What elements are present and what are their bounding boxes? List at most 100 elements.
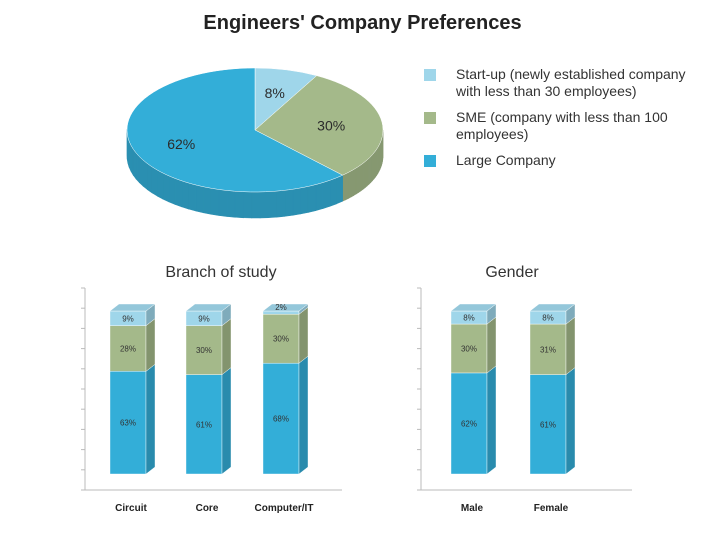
- pie-side-large: [130, 144, 134, 177]
- pie-side-large: [168, 175, 176, 205]
- pie-side-sme: [350, 169, 354, 198]
- bar-side-sme: [486, 316, 497, 374]
- bar-segment-large: [450, 372, 488, 475]
- bar-label-large: 68%: [273, 415, 289, 424]
- bar-label-sme: 31%: [540, 345, 556, 354]
- bar-label-startup: 9%: [122, 314, 134, 323]
- pie-side-large: [292, 187, 301, 216]
- pie-side-sme: [360, 162, 364, 192]
- bar-segment-large: [185, 374, 223, 475]
- bar-label-large: 61%: [196, 420, 212, 429]
- pie-side-sme: [348, 170, 352, 199]
- subplot-title-gender: Gender: [485, 264, 539, 281]
- bar-side-sme: [145, 318, 156, 372]
- pie-side-sme: [358, 164, 362, 194]
- bar-side-sme: [565, 316, 576, 375]
- legend-label-sme: SME (company with less than 100 employee…: [456, 109, 668, 142]
- pie-label-sme: 30%: [317, 117, 345, 133]
- bar-top-startup: [185, 303, 232, 312]
- bar-segment-sme: [529, 323, 567, 375]
- bar-chart-branch: Branch of study 63% 28% 9% Circuit 61% 30% 9% Co…: [81, 264, 342, 514]
- pie-side-large: [336, 174, 343, 205]
- bar-side-large: [221, 367, 232, 475]
- x-tick-label: Core: [196, 503, 219, 514]
- pie-side-large: [259, 191, 269, 219]
- legend-swatch-startup: [424, 69, 436, 81]
- pie-side-large: [315, 182, 324, 211]
- bar-label-large: 63%: [120, 419, 136, 428]
- bar-label-startup: 9%: [198, 314, 210, 323]
- bar-label-sme: 30%: [196, 346, 212, 355]
- bar-side-large: [145, 363, 156, 475]
- bar-label-startup: 8%: [463, 314, 475, 323]
- bar-segment-large: [529, 374, 567, 475]
- pie-side-large: [188, 182, 197, 212]
- pie-side-large: [142, 159, 148, 191]
- pie-side-large: [181, 180, 189, 210]
- legend-item-startup: Start-up (newly established company with…: [424, 66, 714, 100]
- pie-side-large: [203, 186, 212, 215]
- legend: Start-up (newly established company with…: [424, 66, 714, 178]
- pie-side-large: [300, 186, 309, 215]
- bar-label-large: 61%: [540, 420, 556, 429]
- pie-side-large: [174, 177, 183, 208]
- bar-label-sme: 28%: [120, 344, 136, 353]
- legend-swatch-sme: [424, 112, 436, 124]
- bar-side-sme: [298, 306, 309, 364]
- chart-title: Engineers' Company Preferences: [203, 12, 522, 34]
- pie-side-sme: [353, 167, 357, 197]
- pie-side-sme: [355, 165, 359, 195]
- x-tick-label: Circuit: [115, 503, 147, 514]
- bar-chart-gender: Gender 62% 30% 8% Male 61% 31% 8% Female: [417, 264, 632, 514]
- pie-side-sme: [342, 173, 346, 202]
- bar-side-sme: [221, 318, 232, 375]
- pie-side-large: [276, 189, 286, 218]
- pie-side-large: [151, 166, 158, 197]
- subplot-title-branch: Branch of study: [165, 264, 276, 281]
- pie-side-large: [268, 190, 277, 218]
- pie-side-large: [307, 184, 317, 213]
- pie-side-large: [195, 184, 204, 214]
- pie-label-large: 62%: [167, 136, 195, 152]
- pie-side-sme: [345, 171, 349, 201]
- legend-label-startup: Start-up (newly established company with…: [456, 66, 686, 99]
- bar-side-large: [486, 365, 497, 475]
- bar-label-sme: 30%: [461, 344, 477, 353]
- pie-side-large: [329, 177, 337, 207]
- pie-slice-large: [126, 67, 344, 193]
- bar-segment-large: [109, 371, 147, 475]
- pie-side-large: [218, 189, 228, 217]
- bar-top-startup: [109, 303, 156, 312]
- pie-side-large: [156, 169, 164, 200]
- legend-label-large: Large Company: [456, 152, 556, 168]
- pie-side-large: [234, 190, 244, 219]
- bar-top-startup: [262, 303, 309, 312]
- pie-side-large: [162, 172, 170, 203]
- pie-side-sme: [362, 160, 366, 190]
- pie-side-large: [210, 187, 220, 216]
- legend-swatch-large: [424, 155, 436, 167]
- pie-side-large: [322, 179, 331, 209]
- x-tick-label: Female: [534, 503, 569, 514]
- bar-segment-sme: [450, 323, 488, 374]
- pie-side-large: [243, 191, 253, 219]
- bar-segment-sme: [185, 325, 223, 375]
- bar-segment-sme: [109, 325, 147, 372]
- bar-side-large: [298, 355, 309, 475]
- bar-top-startup: [450, 303, 497, 312]
- bar-label-sme: 30%: [273, 335, 289, 344]
- pie-side-large: [147, 162, 153, 194]
- bar-segment-large: [262, 362, 300, 475]
- pie-chart: [126, 67, 384, 219]
- legend-item-large: Large Company: [424, 152, 714, 169]
- pie-side-large: [132, 148, 137, 180]
- pie-side-large: [251, 191, 261, 219]
- x-tick-label: Male: [461, 503, 484, 514]
- bar-side-large: [565, 367, 576, 475]
- pie-side-large: [135, 152, 140, 184]
- pie-side-large: [138, 155, 144, 187]
- bar-label-startup: 2%: [275, 303, 287, 312]
- pie-side-large: [226, 190, 236, 218]
- legend-item-sme: SME (company with less than 100 employee…: [424, 109, 714, 143]
